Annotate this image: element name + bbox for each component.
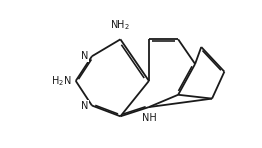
Text: N: N bbox=[81, 100, 88, 111]
Text: NH$_2$: NH$_2$ bbox=[111, 18, 130, 32]
Text: NH: NH bbox=[141, 113, 156, 123]
Text: N: N bbox=[81, 51, 88, 61]
Text: H$_2$N: H$_2$N bbox=[51, 74, 71, 88]
